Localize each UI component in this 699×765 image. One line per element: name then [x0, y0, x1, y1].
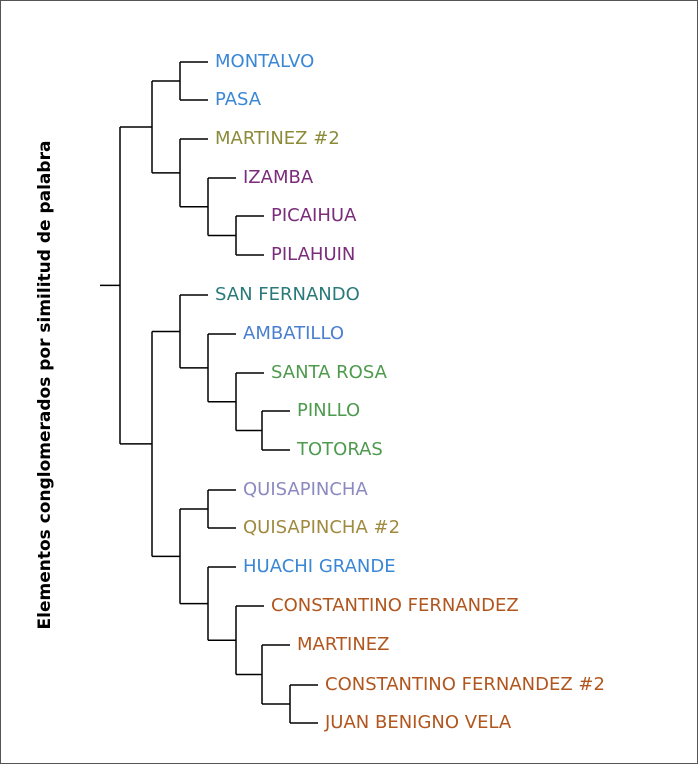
- leaf-label: HUACHI GRANDE: [243, 556, 396, 577]
- axis-label: Elementos conglomerados por similitud de…: [35, 141, 55, 630]
- leaf-label: PICAIHUA: [271, 205, 357, 226]
- leaf-label: AMBATILLO: [243, 323, 344, 344]
- leaf-label: CONSTANTINO FERNANDEZ: [271, 595, 519, 616]
- leaf-label: MARTINEZ: [297, 634, 390, 655]
- leaf-label: SAN FERNANDO: [215, 284, 360, 305]
- leaf-label: MONTALVO: [215, 51, 314, 72]
- leaf-label: IZAMBA: [243, 167, 314, 188]
- leaf-label: SANTA ROSA: [271, 362, 388, 383]
- leaf-label: JUAN BENIGNO VELA: [324, 712, 512, 733]
- leaf-label: CONSTANTINO FERNANDEZ #2: [325, 674, 605, 695]
- leaf-label: TOTORAS: [296, 439, 383, 460]
- leaf-label: QUISAPINCHA: [243, 479, 368, 500]
- leaf-label: PASA: [215, 89, 262, 110]
- leaf-label: MARTINEZ #2: [215, 128, 340, 149]
- leaf-label: QUISAPINCHA #2: [243, 517, 400, 538]
- leaf-label: PINLLO: [297, 400, 360, 421]
- leaf-label: PILAHUIN: [271, 244, 355, 265]
